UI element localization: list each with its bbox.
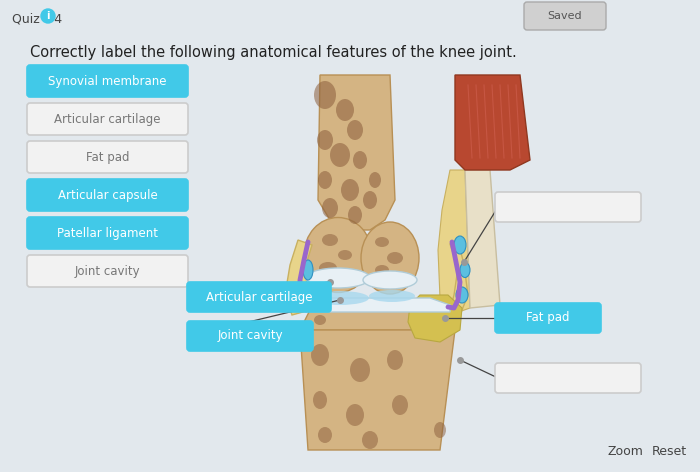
Polygon shape	[438, 170, 470, 315]
Ellipse shape	[314, 81, 336, 109]
Ellipse shape	[303, 260, 313, 280]
Ellipse shape	[322, 234, 338, 246]
Ellipse shape	[434, 422, 446, 438]
Ellipse shape	[362, 431, 378, 449]
Text: Joint cavity: Joint cavity	[217, 329, 283, 343]
FancyBboxPatch shape	[495, 192, 641, 222]
Ellipse shape	[319, 262, 337, 274]
Circle shape	[41, 9, 55, 23]
Text: Fat pad: Fat pad	[526, 312, 570, 325]
Polygon shape	[318, 75, 395, 230]
Ellipse shape	[318, 427, 332, 443]
Text: Synovial membrane: Synovial membrane	[48, 75, 167, 87]
Polygon shape	[455, 75, 530, 170]
Ellipse shape	[306, 268, 370, 288]
Text: Saved: Saved	[547, 11, 582, 21]
Ellipse shape	[387, 252, 403, 264]
FancyBboxPatch shape	[187, 321, 313, 351]
Ellipse shape	[313, 391, 327, 409]
Ellipse shape	[330, 143, 350, 167]
Polygon shape	[285, 240, 312, 315]
Polygon shape	[450, 240, 468, 315]
Ellipse shape	[317, 130, 333, 150]
Ellipse shape	[346, 404, 364, 426]
Ellipse shape	[363, 191, 377, 209]
Text: Articular capsule: Articular capsule	[57, 188, 158, 202]
Polygon shape	[465, 170, 500, 308]
FancyBboxPatch shape	[27, 255, 188, 287]
Text: Patellar ligament: Patellar ligament	[57, 227, 158, 239]
FancyBboxPatch shape	[495, 303, 601, 333]
Ellipse shape	[363, 271, 417, 289]
Text: i: i	[46, 11, 50, 21]
Polygon shape	[300, 330, 455, 450]
FancyBboxPatch shape	[27, 217, 188, 249]
Polygon shape	[408, 295, 462, 342]
Text: Quiz #4: Quiz #4	[12, 12, 62, 25]
Ellipse shape	[311, 344, 329, 366]
Ellipse shape	[347, 120, 363, 140]
Ellipse shape	[348, 206, 362, 224]
Text: Zoom: Zoom	[608, 445, 644, 458]
Ellipse shape	[456, 287, 468, 303]
Ellipse shape	[353, 151, 367, 169]
FancyBboxPatch shape	[27, 103, 188, 135]
Ellipse shape	[318, 171, 332, 189]
Ellipse shape	[341, 179, 359, 201]
Ellipse shape	[369, 290, 415, 302]
FancyBboxPatch shape	[524, 2, 606, 30]
Ellipse shape	[460, 262, 470, 278]
FancyBboxPatch shape	[27, 141, 188, 173]
Ellipse shape	[454, 236, 466, 254]
FancyBboxPatch shape	[27, 179, 188, 211]
Ellipse shape	[375, 237, 389, 247]
Ellipse shape	[350, 358, 370, 382]
Ellipse shape	[361, 222, 419, 294]
Text: Fat pad: Fat pad	[85, 151, 130, 163]
Polygon shape	[300, 305, 455, 330]
Text: Articular cartilage: Articular cartilage	[55, 112, 161, 126]
Ellipse shape	[322, 198, 338, 218]
Text: Articular cartilage: Articular cartilage	[206, 290, 312, 303]
Ellipse shape	[369, 172, 381, 188]
Polygon shape	[310, 298, 450, 312]
Ellipse shape	[314, 315, 326, 325]
Ellipse shape	[304, 218, 372, 293]
Ellipse shape	[336, 99, 354, 121]
Ellipse shape	[387, 350, 403, 370]
Ellipse shape	[375, 265, 389, 275]
Ellipse shape	[338, 250, 352, 260]
Ellipse shape	[311, 291, 369, 305]
Ellipse shape	[392, 395, 408, 415]
Text: Joint cavity: Joint cavity	[75, 264, 140, 278]
FancyBboxPatch shape	[187, 282, 331, 312]
Text: Reset: Reset	[652, 445, 687, 458]
FancyBboxPatch shape	[27, 65, 188, 97]
FancyBboxPatch shape	[495, 363, 641, 393]
Text: Correctly label the following anatomical features of the knee joint.: Correctly label the following anatomical…	[30, 45, 517, 60]
